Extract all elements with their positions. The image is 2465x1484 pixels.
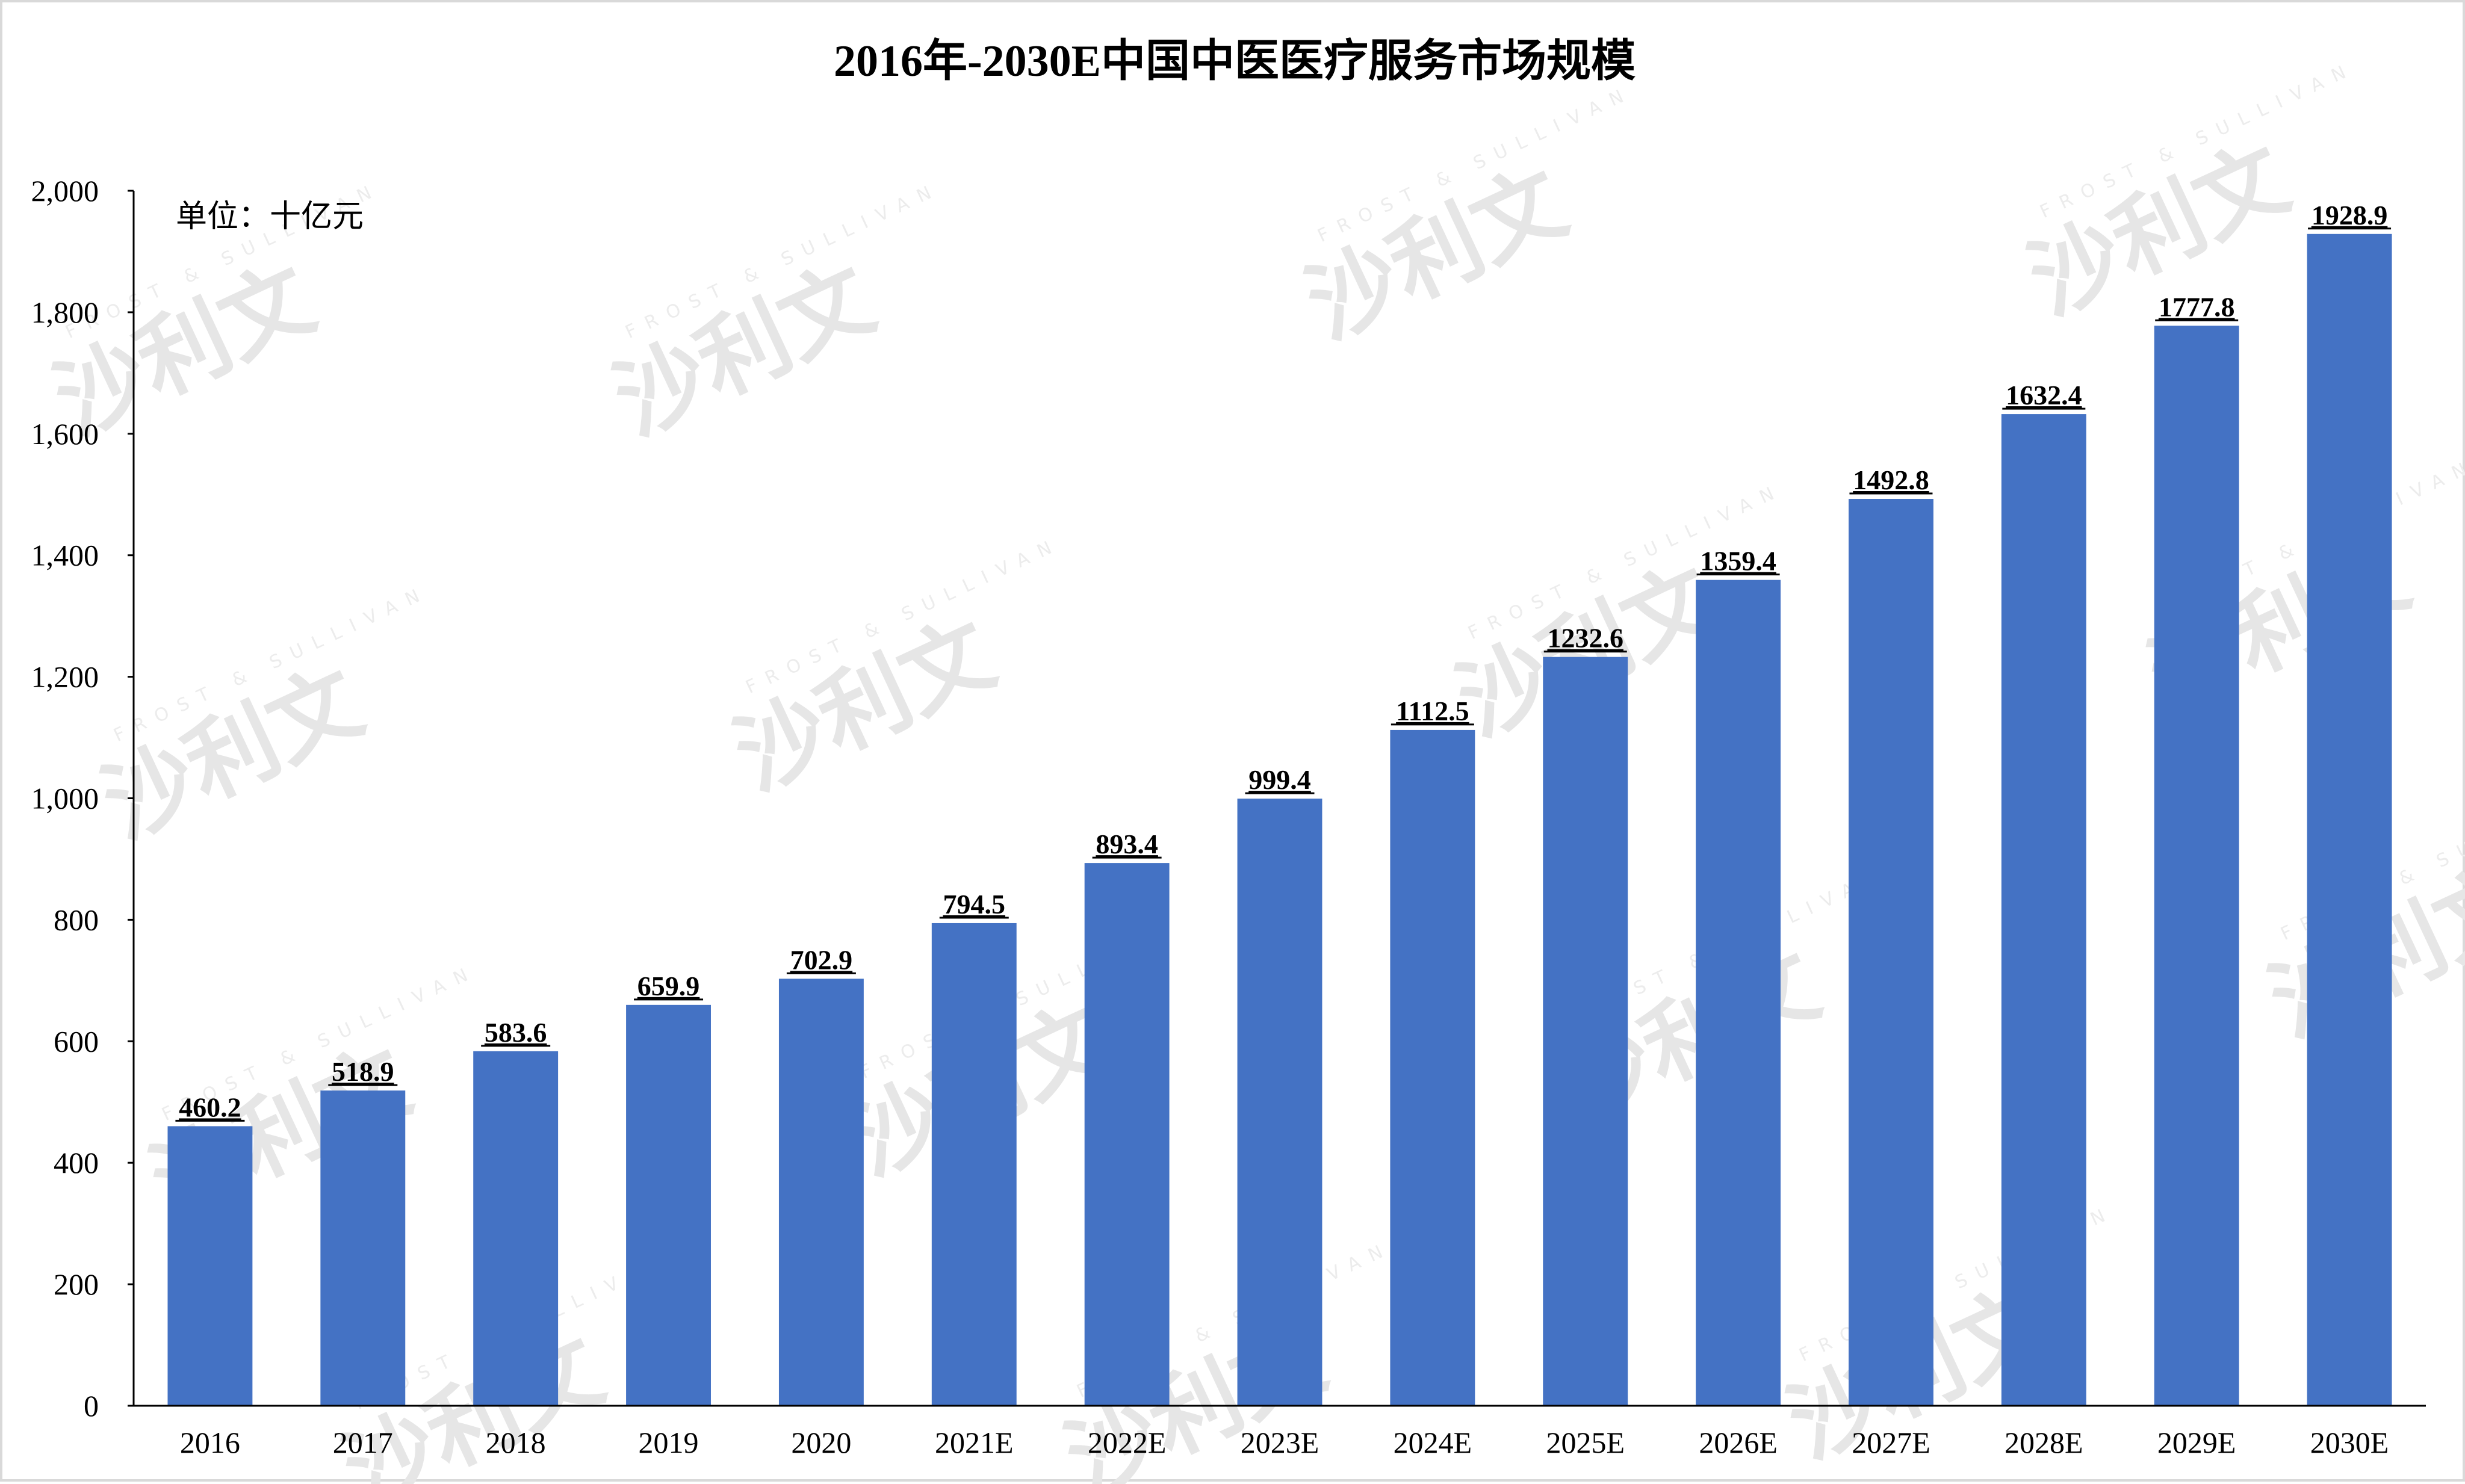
x-tick-label-2023E: 2023E [1241, 1426, 1319, 1459]
unit-label: 单位：十亿元 [176, 200, 364, 234]
data-label-2022E: 893.4 [1096, 829, 1158, 859]
x-tick-label-2024E: 2024E [1394, 1426, 1472, 1459]
data-label-2027E: 1492.8 [1853, 465, 1929, 495]
x-tick-label-2020: 2020 [791, 1426, 851, 1459]
bar-2020 [778, 979, 864, 1406]
data-label-2030E: 1928.9 [2312, 200, 2388, 230]
bar-2026E [1696, 580, 1781, 1406]
data-label-2020: 702.9 [790, 944, 853, 975]
x-tick-label-2027E: 2027E [1852, 1426, 1930, 1459]
data-label-2029E: 1777.8 [2159, 291, 2235, 322]
data-label-2021E: 794.5 [943, 889, 1006, 920]
y-tick-label: 600 [54, 1024, 99, 1058]
data-labels: 460.2 518.9 583.6 659.9 702.9 794.5 893.4 999.4… [175, 200, 2392, 1122]
data-label-2023E: 999.4 [1248, 764, 1311, 795]
bar-2025E [1543, 657, 1628, 1406]
x-tick-label-2029E: 2029E [2157, 1426, 2236, 1459]
bar-2022E [1084, 863, 1170, 1406]
y-tick-label: 800 [54, 903, 99, 936]
y-tick-label: 1,400 [31, 539, 99, 572]
bar-2019 [626, 1004, 711, 1406]
bar-2024E [1390, 729, 1475, 1406]
y-tick-label: 2,000 [31, 174, 99, 208]
bar-2027E [1849, 499, 1933, 1406]
bar-series [167, 233, 2392, 1406]
y-tick-label: 1,200 [31, 660, 99, 694]
data-label-2024E: 1112.5 [1396, 696, 1469, 726]
data-label-2019: 659.9 [637, 971, 700, 1001]
bar-2030E [2307, 233, 2392, 1406]
y-tick-label: 200 [54, 1267, 99, 1301]
data-label-2016: 460.2 [179, 1092, 241, 1122]
x-tick-label-2028E: 2028E [2005, 1426, 2083, 1459]
bar-2028E [2001, 414, 2086, 1406]
x-tick-label-2018: 2018 [486, 1426, 546, 1459]
y-axis: 0 200 400 600 800 1,000 1,200 1,400 1,600 1,800 2,… [31, 174, 135, 1423]
y-tick-label: 1,800 [31, 295, 99, 329]
bar-2023E [1237, 799, 1322, 1406]
bar-2016 [167, 1126, 253, 1406]
chart-title: 2016年-2030E中国中医医疗服务市场规模 [834, 37, 1636, 86]
x-tick-label-2030E: 2030E [2310, 1426, 2389, 1459]
bar-2017 [320, 1090, 406, 1406]
x-tick-label-2019: 2019 [639, 1426, 699, 1459]
x-tick-label-2025E: 2025E [1546, 1426, 1625, 1459]
y-tick-label: 1,000 [31, 782, 99, 815]
bar-2018 [473, 1051, 559, 1406]
x-tick-label-2021E: 2021E [935, 1426, 1014, 1459]
x-tick-label-2017: 2017 [333, 1426, 393, 1459]
y-tick-label: 400 [54, 1146, 99, 1179]
y-tick-label: 1,600 [31, 417, 99, 451]
x-axis: 2016 2017 2018 2019 2020 2021E 2022E 2023E 2024E… [134, 1405, 2426, 1459]
data-label-2017: 518.9 [332, 1056, 394, 1087]
x-tick-label-2022E: 2022E [1088, 1426, 1167, 1459]
x-tick-label-2016: 2016 [180, 1426, 240, 1459]
bar-2021E [931, 923, 1017, 1406]
data-label-2028E: 1632.4 [2006, 380, 2082, 410]
y-tick-label: 0 [84, 1389, 99, 1423]
bar-2029E [2154, 326, 2239, 1406]
data-label-2026E: 1359.4 [1700, 546, 1776, 577]
data-label-2025E: 1232.6 [1547, 623, 1623, 654]
data-label-2018: 583.6 [485, 1017, 547, 1048]
x-tick-label-2026E: 2026E [1699, 1426, 1778, 1459]
